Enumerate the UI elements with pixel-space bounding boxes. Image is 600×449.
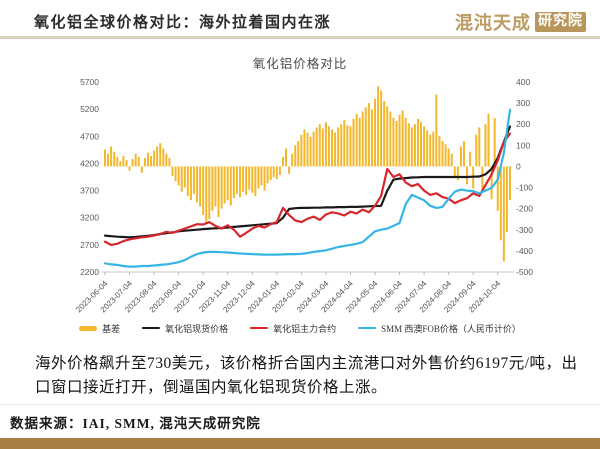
svg-text:200: 200 xyxy=(516,119,530,129)
logo: 混沌天成 研究院 xyxy=(455,9,586,35)
legend-swatch-fob xyxy=(358,326,377,330)
page-title: 氧化铝全球价格对比：海外拉着国内在涨 xyxy=(34,15,332,31)
svg-text:4700: 4700 xyxy=(80,131,99,141)
bottom-accent-bar xyxy=(0,438,600,449)
svg-text:3700: 3700 xyxy=(80,186,99,196)
svg-text:5200: 5200 xyxy=(80,104,99,114)
svg-text:2200: 2200 xyxy=(80,267,99,277)
chart-title: 氧化铝价格对比 xyxy=(252,57,348,71)
basis-bars xyxy=(104,86,511,262)
left-axis-labels: 2200 2700 3200 3700 4200 4700 5200 5700 xyxy=(80,77,99,277)
svg-text:-400: -400 xyxy=(516,246,533,256)
legend-swatch-spot xyxy=(142,326,161,330)
svg-text:5700: 5700 xyxy=(80,77,99,87)
legend-swatch-basis xyxy=(79,325,98,331)
fob-price-line xyxy=(103,108,512,268)
x-axis: 2023-06-042023-07-042023-08-042023-09-04… xyxy=(74,271,514,314)
svg-text:-200: -200 xyxy=(516,204,533,214)
svg-text:100: 100 xyxy=(516,140,530,150)
logo-badge-text: 研究院 xyxy=(535,12,586,32)
svg-text:0: 0 xyxy=(516,161,521,171)
right-axis-labels: -500 -400 -300 -200 -100 0 100 200 300 400 xyxy=(516,77,533,277)
svg-text:2700: 2700 xyxy=(80,240,99,250)
legend-label-fob: SMM 西澳FOB价格（人民币计价） xyxy=(381,323,521,334)
footer-divider xyxy=(0,404,600,405)
data-source: 数据来源：IAI, SMM, 混沌天成研究院 xyxy=(10,416,261,431)
svg-text:-100: -100 xyxy=(516,183,533,193)
legend-item-fob: SMM 西澳FOB价格（人民币计价） xyxy=(358,322,521,335)
svg-text:-300: -300 xyxy=(516,225,533,235)
legend-item-futures: 氧化铝主力合约 xyxy=(250,322,336,335)
legend-label-futures: 氧化铝主力合约 xyxy=(273,323,337,334)
commentary-text: 海外价格飙升至730美元，该价格折合国内主流港口对外售价约6197元/吨，出口窗… xyxy=(35,355,578,397)
legend-item-spot: 氧化铝现货价格 xyxy=(142,322,228,335)
svg-text:-500: -500 xyxy=(516,267,533,277)
svg-text:300: 300 xyxy=(516,98,530,108)
chart-legend: 基差 氧化铝现货价格 氧化铝主力合约 SMM 西澳FOB价格（人民币计价） xyxy=(0,321,600,335)
header: 氧化铝全球价格对比：海外拉着国内在涨 混沌天成 研究院 xyxy=(0,0,600,39)
svg-text:4200: 4200 xyxy=(80,158,99,168)
chart-area: 2023-06-04 2023-07-04 2023-08-04 2023-09-04… xyxy=(0,74,600,321)
legend-label-basis: 基差 xyxy=(102,323,121,334)
alumina-price-comparison-chart: 2023-06-042023-07-042023-08-042023-09-04… xyxy=(74,77,533,314)
svg-text:400: 400 xyxy=(516,77,530,87)
legend-swatch-futures xyxy=(250,326,269,330)
legend-label-spot: 氧化铝现货价格 xyxy=(165,323,229,334)
legend-item-basis: 基差 xyxy=(79,322,120,335)
futures-price-line xyxy=(103,132,512,246)
svg-text:3200: 3200 xyxy=(80,213,99,223)
logo-brand-text: 混沌天成 xyxy=(455,13,531,33)
